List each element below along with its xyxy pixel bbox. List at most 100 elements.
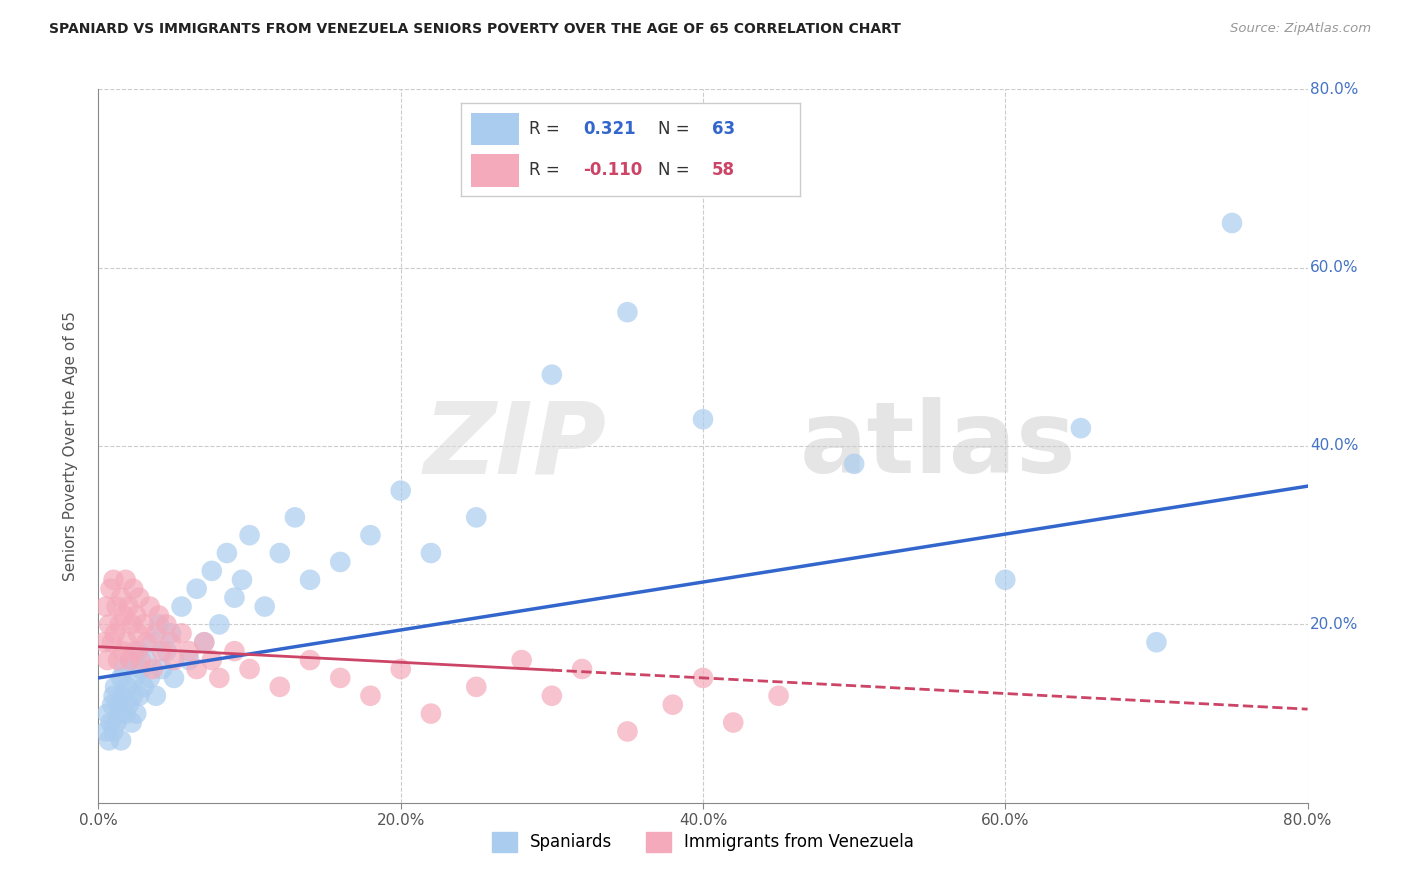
- Point: [465, 510, 488, 524]
- Point: [231, 573, 253, 587]
- Point: [132, 680, 155, 694]
- Point: [163, 671, 186, 685]
- Point: [510, 653, 533, 667]
- Point: [129, 653, 152, 667]
- Point: [120, 653, 142, 667]
- Point: [107, 653, 129, 667]
- Point: [224, 644, 246, 658]
- Point: [122, 689, 145, 703]
- Point: [150, 644, 173, 658]
- Point: [148, 617, 170, 632]
- Point: [186, 582, 208, 596]
- Point: [163, 653, 186, 667]
- Point: [108, 706, 131, 721]
- Point: [105, 599, 128, 614]
- Point: [100, 715, 122, 730]
- Point: [571, 662, 593, 676]
- Point: [616, 305, 638, 319]
- Point: [465, 680, 488, 694]
- Point: [111, 644, 134, 658]
- Point: [104, 680, 127, 694]
- Point: [389, 483, 412, 498]
- Text: 40.0%: 40.0%: [1310, 439, 1358, 453]
- Point: [215, 546, 238, 560]
- Point: [129, 662, 152, 676]
- Point: [112, 662, 135, 676]
- Point: [104, 626, 127, 640]
- Point: [208, 617, 231, 632]
- Point: [299, 653, 322, 667]
- Point: [118, 698, 141, 712]
- Text: 60.0%: 60.0%: [1310, 260, 1358, 275]
- Point: [239, 528, 262, 542]
- Point: [127, 626, 149, 640]
- Point: [100, 582, 122, 596]
- Point: [101, 698, 124, 712]
- Point: [101, 635, 124, 649]
- Point: [103, 724, 125, 739]
- Point: [112, 608, 135, 623]
- Point: [93, 635, 115, 649]
- Point: [142, 635, 165, 649]
- Point: [96, 653, 118, 667]
- Point: [139, 671, 162, 685]
- Point: [201, 564, 224, 578]
- Point: [768, 689, 790, 703]
- Point: [115, 635, 138, 649]
- Point: [150, 662, 173, 676]
- Point: [114, 573, 136, 587]
- Point: [94, 599, 117, 614]
- Point: [120, 653, 142, 667]
- Point: [98, 617, 121, 632]
- Point: [125, 706, 148, 721]
- Text: ZIP: ZIP: [423, 398, 606, 494]
- Point: [239, 662, 262, 676]
- Point: [201, 653, 224, 667]
- Point: [128, 689, 150, 703]
- Point: [122, 582, 145, 596]
- Point: [420, 706, 443, 721]
- Point: [103, 689, 125, 703]
- Point: [193, 635, 215, 649]
- Point: [661, 698, 683, 712]
- Point: [145, 626, 167, 640]
- Point: [160, 626, 183, 640]
- Point: [105, 715, 128, 730]
- Point: [118, 599, 141, 614]
- Point: [160, 635, 183, 649]
- Point: [135, 653, 157, 667]
- Point: [844, 457, 866, 471]
- Point: [139, 599, 162, 614]
- Point: [329, 555, 352, 569]
- Point: [224, 591, 246, 605]
- Point: [994, 573, 1017, 587]
- Point: [540, 689, 562, 703]
- Point: [253, 599, 276, 614]
- Point: [121, 715, 143, 730]
- Point: [110, 733, 132, 747]
- Point: [128, 591, 150, 605]
- Point: [616, 724, 638, 739]
- Text: SPANIARD VS IMMIGRANTS FROM VENEZUELA SENIORS POVERTY OVER THE AGE OF 65 CORRELA: SPANIARD VS IMMIGRANTS FROM VENEZUELA SE…: [49, 22, 901, 37]
- Text: Source: ZipAtlas.com: Source: ZipAtlas.com: [1230, 22, 1371, 36]
- Point: [108, 617, 131, 632]
- Point: [124, 644, 146, 658]
- Point: [155, 644, 177, 658]
- Point: [115, 680, 138, 694]
- Point: [111, 689, 134, 703]
- Point: [360, 528, 382, 542]
- Point: [114, 706, 136, 721]
- Point: [269, 680, 291, 694]
- Point: [360, 689, 382, 703]
- Point: [692, 412, 714, 426]
- Text: 80.0%: 80.0%: [1310, 82, 1358, 96]
- Text: 20.0%: 20.0%: [1310, 617, 1358, 632]
- Point: [148, 608, 170, 623]
- Point: [389, 662, 412, 676]
- Point: [179, 653, 201, 667]
- Point: [98, 733, 121, 747]
- Point: [107, 698, 129, 712]
- Y-axis label: Seniors Poverty Over the Age of 65: Seniors Poverty Over the Age of 65: [63, 311, 77, 581]
- Point: [94, 724, 117, 739]
- Point: [110, 671, 132, 685]
